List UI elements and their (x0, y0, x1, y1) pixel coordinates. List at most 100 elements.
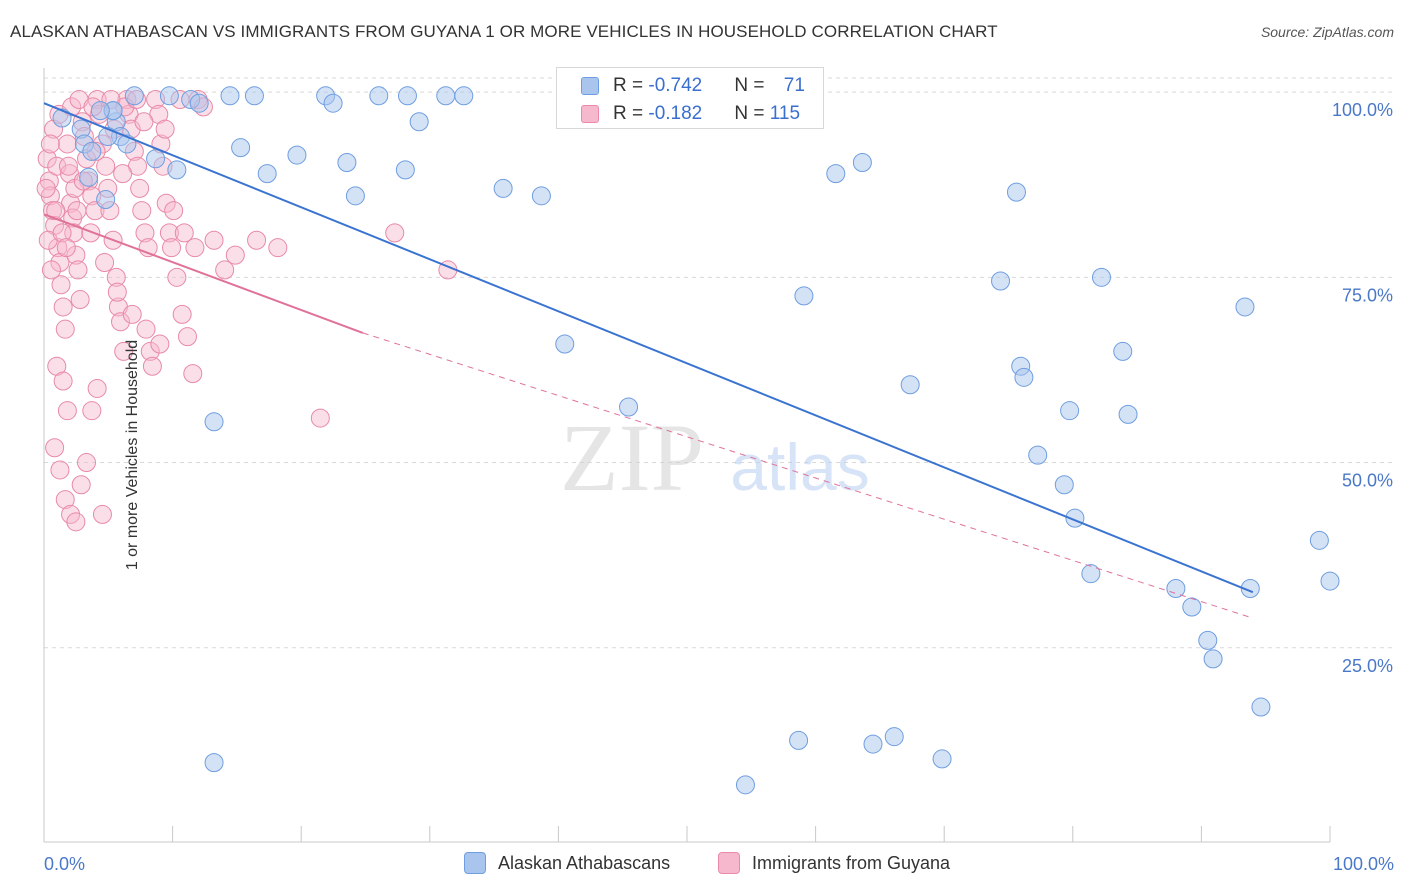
blue-point (52, 108, 72, 128)
n-value: 71 (783, 75, 805, 96)
pink-point (107, 282, 127, 302)
blue-point (1309, 530, 1329, 550)
pink-point (53, 371, 73, 391)
pink-point (164, 201, 184, 221)
blue-point (1251, 697, 1271, 717)
pink-point (77, 453, 97, 473)
legend-swatch-blue (581, 77, 599, 95)
pink-point (142, 356, 162, 376)
pink-point (114, 341, 134, 361)
blue-point (1060, 401, 1080, 421)
blue-point (1203, 649, 1223, 669)
n-label: N = (734, 103, 770, 124)
pink-point (162, 238, 182, 258)
legend-label: Immigrants from Guyana (752, 852, 951, 873)
pink-point (134, 112, 154, 132)
legend-item-alaskan-athabascans[interactable]: Alaskan Athabascans (464, 852, 670, 874)
pink-point (56, 238, 76, 258)
pink-point (81, 223, 101, 243)
blue-point (493, 178, 513, 198)
pink-point (66, 245, 86, 265)
blue-point (555, 334, 575, 354)
blue-point (204, 753, 224, 773)
r-value: -0.182 (648, 103, 703, 124)
pink-point (204, 230, 224, 250)
blue-point (454, 86, 474, 106)
blue-point (1166, 579, 1186, 599)
blue-point (1028, 445, 1048, 465)
pink-point (385, 223, 405, 243)
trend-lines (43, 102, 1254, 619)
pink-point (122, 304, 142, 324)
pink-point (52, 223, 72, 243)
blue-point (884, 727, 904, 747)
pink-point (183, 364, 203, 384)
blue-point (323, 93, 343, 113)
blue-point (231, 138, 251, 158)
blue-series-points (52, 86, 1340, 795)
pink-point (87, 378, 107, 398)
blue-point (1235, 297, 1255, 317)
watermark: ZIP atlas (560, 404, 870, 511)
pink-point (140, 341, 160, 361)
blue-point (409, 112, 429, 132)
blue-point (1081, 564, 1101, 584)
pink-point (68, 260, 88, 280)
pink-point (57, 401, 77, 421)
pink-point (215, 260, 235, 280)
legend-swatch-blue (464, 852, 486, 874)
pink-point (67, 201, 87, 221)
pink-point (136, 319, 156, 339)
blue-point (257, 164, 277, 184)
pink-point (155, 119, 175, 139)
blue-point (287, 145, 307, 165)
blue-point (863, 734, 883, 754)
pink-point (41, 260, 61, 280)
pink-point (247, 230, 267, 250)
blue-point (991, 271, 1011, 291)
pink-point (156, 193, 176, 213)
pink-point (268, 238, 288, 258)
pink-point (92, 504, 112, 524)
pink-point (45, 438, 65, 458)
blue-trend-line (43, 102, 1254, 594)
blue-point (1320, 571, 1340, 591)
blue-point (345, 186, 365, 206)
legend-row-pink: R = -0.182 N = 115 (557, 100, 800, 128)
blue-point (1054, 475, 1074, 495)
pink-point (50, 460, 70, 480)
y-tick-label: 50.0% (1342, 471, 1393, 491)
pink-point (225, 245, 245, 265)
blue-point (436, 86, 456, 106)
pink-point (159, 223, 179, 243)
n-label: N = (734, 75, 770, 96)
pink-point (40, 134, 60, 154)
blue-point (124, 86, 144, 106)
r-value: -0.742 (648, 75, 703, 96)
pink-point (58, 156, 78, 176)
blue-point (1091, 267, 1111, 287)
pink-point (71, 475, 91, 495)
pink-point (37, 149, 57, 169)
pink-point (66, 512, 86, 532)
blue-point (220, 86, 240, 106)
r-label: R = (613, 103, 649, 124)
blue-point (96, 190, 116, 210)
blue-point (79, 167, 99, 187)
pink-point (172, 304, 192, 324)
pink-point (167, 267, 187, 287)
grid-lines (44, 77, 1395, 649)
blue-point (397, 86, 417, 106)
blue-point (1198, 630, 1218, 650)
correlation-legend: R = -0.742 N = 71 R = -0.182 N = 115 (556, 67, 824, 129)
legend-row-blue: R = -0.742 N = 71 (557, 72, 805, 100)
blue-point (619, 397, 639, 417)
pink-point (106, 267, 126, 287)
blue-point (1118, 404, 1138, 424)
pink-point (57, 134, 77, 154)
r-label: R = (613, 75, 649, 96)
blue-point (189, 93, 209, 113)
legend-item-immigrants-from-guyana[interactable]: Immigrants from Guyana (718, 852, 950, 874)
x-tick-label: 0.0% (44, 854, 85, 874)
blue-point (167, 160, 187, 180)
